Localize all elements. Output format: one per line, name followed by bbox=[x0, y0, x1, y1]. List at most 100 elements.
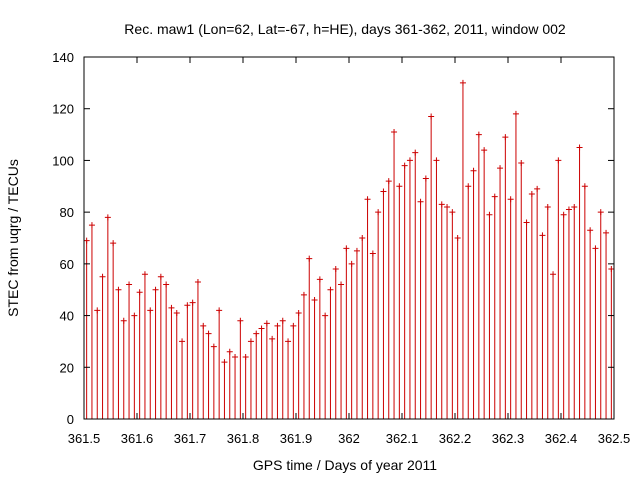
data-point bbox=[269, 335, 276, 342]
data-point bbox=[216, 307, 223, 314]
data-point bbox=[263, 320, 270, 327]
data-point bbox=[279, 317, 286, 324]
data-point bbox=[152, 286, 159, 293]
data-point bbox=[571, 203, 578, 210]
data-point bbox=[104, 214, 111, 221]
data-point bbox=[364, 196, 371, 203]
data-point bbox=[338, 281, 345, 288]
data-point bbox=[83, 237, 90, 244]
data-point bbox=[200, 322, 207, 329]
plot-frame bbox=[83, 56, 615, 420]
data-point bbox=[285, 338, 292, 345]
data-point bbox=[497, 165, 504, 172]
data-point bbox=[232, 353, 239, 360]
data-point bbox=[433, 157, 440, 164]
data-point bbox=[332, 266, 339, 273]
data-point bbox=[449, 209, 456, 216]
data-point bbox=[454, 235, 461, 241]
data-point bbox=[555, 157, 562, 164]
data-point bbox=[300, 291, 307, 298]
y-tick-label: 0 bbox=[67, 412, 74, 427]
data-point bbox=[253, 330, 260, 337]
data-point bbox=[157, 273, 164, 280]
data-point bbox=[470, 167, 477, 174]
data-point bbox=[168, 304, 175, 311]
data-point bbox=[237, 317, 244, 324]
data-point bbox=[120, 317, 127, 324]
data-point bbox=[465, 183, 472, 190]
y-tick-label: 60 bbox=[60, 257, 74, 272]
data-point bbox=[459, 79, 466, 86]
data-point bbox=[512, 110, 519, 117]
x-tick-label: 362.1 bbox=[386, 431, 419, 446]
data-point bbox=[592, 245, 599, 252]
data-point bbox=[147, 307, 154, 314]
data-point bbox=[587, 227, 594, 234]
y-tick-label: 40 bbox=[60, 309, 74, 324]
y-tick-label: 100 bbox=[52, 153, 74, 168]
data-point bbox=[369, 250, 376, 257]
data-point bbox=[316, 276, 323, 283]
x-tick-label: 362.4 bbox=[545, 431, 578, 446]
x-tick-label: 361.7 bbox=[174, 431, 207, 446]
data-point bbox=[417, 198, 424, 205]
y-tick-label: 80 bbox=[60, 205, 74, 220]
data-point bbox=[597, 209, 604, 216]
data-point bbox=[444, 203, 451, 210]
data-point bbox=[295, 309, 302, 316]
data-point bbox=[507, 196, 514, 203]
data-point bbox=[327, 286, 334, 293]
data-point bbox=[518, 160, 525, 167]
data-point bbox=[359, 235, 366, 241]
data-point bbox=[136, 289, 143, 296]
x-axis-ticks: 361.5 361.6 361.7 361.8 361.9 362 362.1 362.2 36… bbox=[68, 57, 631, 446]
x-tick-label: 361.6 bbox=[121, 431, 154, 446]
data-point bbox=[523, 219, 530, 226]
x-tick-label: 362.3 bbox=[492, 431, 525, 446]
data-point bbox=[481, 147, 488, 154]
data-point bbox=[475, 131, 482, 138]
data-point bbox=[581, 183, 588, 190]
data-point bbox=[491, 193, 498, 200]
data-point bbox=[412, 149, 419, 156]
data-point bbox=[528, 191, 535, 198]
data-point bbox=[343, 245, 350, 252]
data-point bbox=[375, 209, 382, 216]
x-tick-label: 362 bbox=[338, 431, 360, 446]
data-point bbox=[141, 271, 148, 278]
y-axis-ticks: 0 20 40 60 80 100 120 140 bbox=[52, 50, 614, 427]
data-point bbox=[189, 299, 196, 306]
data-point bbox=[163, 281, 170, 288]
data-point bbox=[110, 240, 117, 247]
data-point bbox=[311, 297, 318, 304]
y-tick-label: 20 bbox=[60, 360, 74, 375]
data-point bbox=[242, 353, 249, 360]
data-point bbox=[486, 211, 493, 218]
y-tick-label: 140 bbox=[52, 50, 74, 65]
data-point bbox=[258, 325, 265, 332]
data-point bbox=[274, 322, 281, 329]
x-tick-label: 362.5 bbox=[598, 431, 631, 446]
x-tick-label: 361.9 bbox=[280, 431, 313, 446]
data-point bbox=[210, 343, 217, 350]
data-point bbox=[560, 211, 567, 218]
x-tick-label: 362.2 bbox=[439, 431, 472, 446]
data-point bbox=[94, 307, 101, 314]
data-point bbox=[194, 278, 201, 285]
data-point bbox=[226, 348, 233, 355]
x-tick-label: 361.8 bbox=[227, 431, 260, 446]
data-point bbox=[576, 144, 583, 151]
data-point bbox=[544, 203, 551, 210]
data-point bbox=[401, 162, 408, 169]
x-axis-label: GPS time / Days of year 2011 bbox=[253, 457, 437, 473]
data-point bbox=[126, 281, 133, 288]
data-point bbox=[179, 338, 186, 345]
data-point bbox=[550, 271, 557, 278]
data-point bbox=[603, 229, 610, 236]
data-point bbox=[184, 302, 191, 309]
data-point bbox=[322, 312, 329, 319]
x-tick-label: 361.5 bbox=[68, 431, 101, 446]
data-marks bbox=[83, 79, 615, 419]
data-point bbox=[422, 175, 429, 182]
